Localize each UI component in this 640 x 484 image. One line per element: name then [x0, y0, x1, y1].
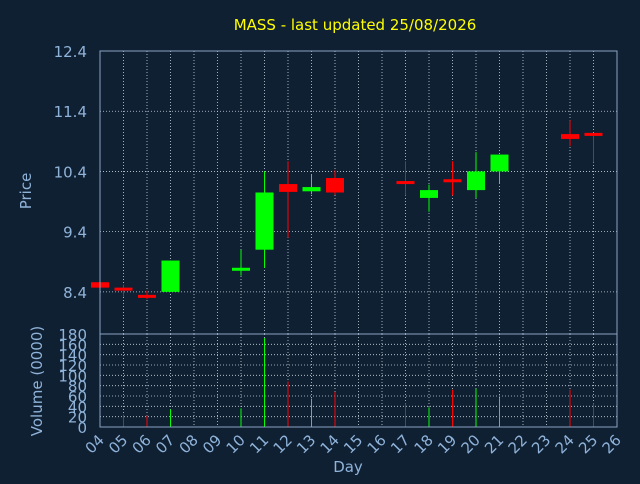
candle-body — [302, 187, 321, 192]
candlestick — [255, 171, 274, 268]
candlestick — [114, 284, 133, 297]
candlestick — [584, 132, 603, 163]
candle-body — [161, 260, 180, 292]
candlestick — [396, 161, 415, 196]
candlestick — [161, 260, 180, 292]
volume-tick-label: 0 — [77, 419, 87, 437]
price-tick-label: 9.4 — [63, 224, 87, 242]
candle-body — [396, 181, 415, 185]
candle-body — [420, 190, 438, 198]
volume-tick-label: 40 — [68, 398, 87, 416]
candle-body — [443, 179, 462, 183]
volume-tick-label: 20 — [68, 409, 87, 427]
candlestick — [467, 152, 485, 198]
price-axis-label: Price — [17, 173, 35, 210]
candle-body — [490, 154, 509, 172]
candle-body — [138, 294, 156, 298]
candlestick — [279, 161, 297, 238]
candle-body — [114, 287, 133, 291]
volume-tick-label: 180 — [58, 326, 87, 344]
price-tick-label: 10.4 — [54, 163, 87, 181]
volume-tick-label: 80 — [68, 378, 87, 396]
volume-tick-label: 60 — [68, 388, 87, 406]
price-panel: 8.4 9.4 10.4 11.4 12.4 — [54, 43, 618, 335]
candlestick — [232, 249, 250, 276]
volume-tick-label: 160 — [58, 336, 87, 354]
volume-axis-label: Volume (0000) — [28, 326, 46, 436]
candle-body — [232, 267, 250, 271]
candlestick — [490, 154, 509, 184]
x-axis-label: Day — [333, 458, 363, 476]
candlestick — [420, 184, 438, 212]
candlestick — [443, 161, 462, 196]
candle-body — [255, 192, 274, 250]
price-tick-label: 12.4 — [54, 43, 87, 61]
chart-title: MASS - last updated 25/08/2026 — [234, 16, 477, 34]
candle-body — [279, 184, 297, 192]
candlestick — [326, 170, 344, 195]
volume-tick-label: 120 — [58, 357, 87, 375]
candle-body — [584, 132, 603, 136]
volume-tick-label: 100 — [58, 367, 87, 385]
candle-body — [561, 134, 579, 139]
candle-body — [467, 171, 485, 191]
candlestick — [561, 120, 579, 147]
candlestick — [302, 174, 321, 195]
price-tick-label: 11.4 — [54, 103, 87, 121]
candlestick — [138, 290, 156, 300]
volume-tick-label: 140 — [58, 347, 87, 365]
volume-plot-frame — [99, 333, 618, 428]
candle-body — [326, 178, 344, 193]
price-tick-label: 8.4 — [63, 284, 87, 302]
